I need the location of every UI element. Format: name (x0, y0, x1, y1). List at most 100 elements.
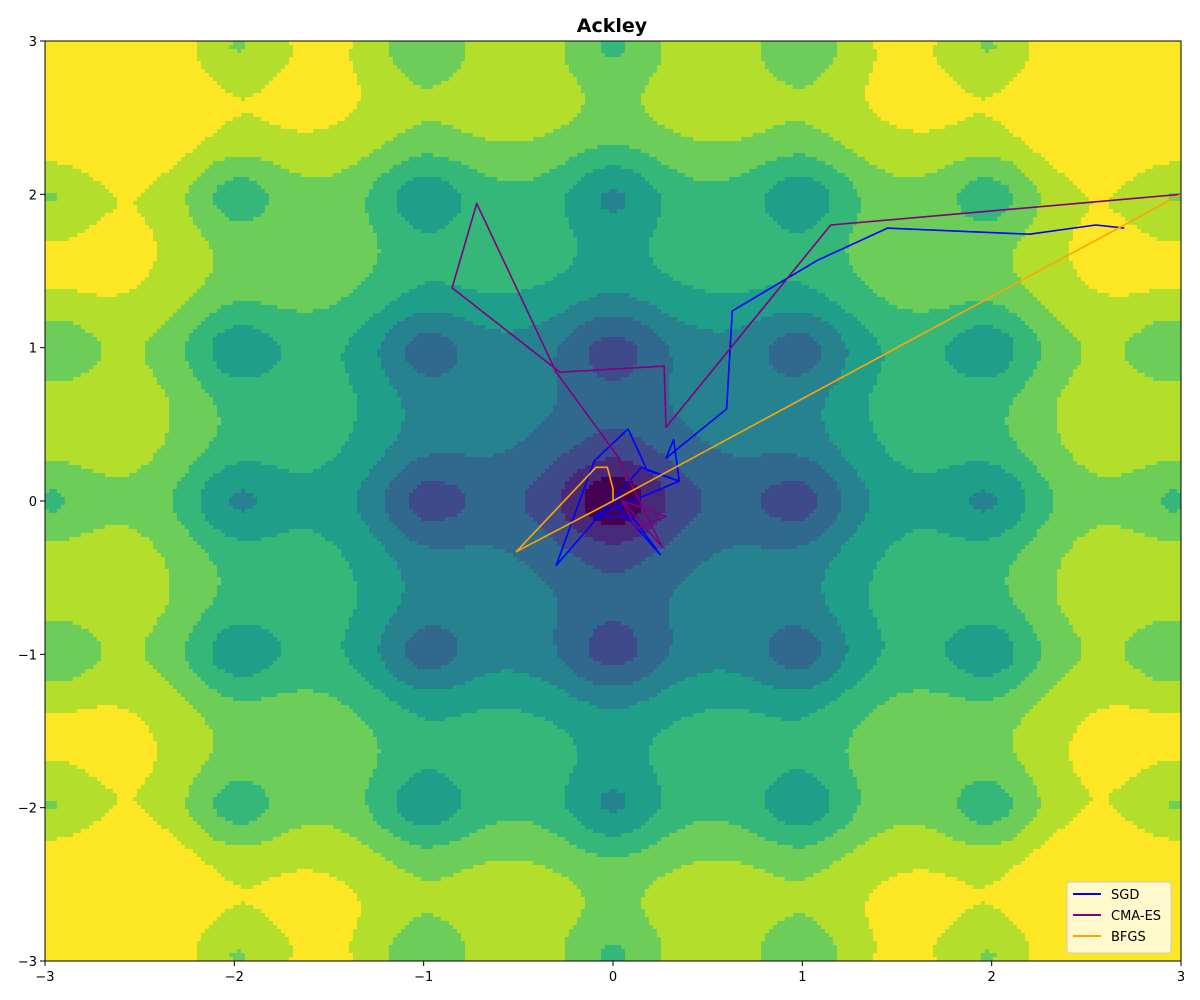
contour-cell (1169, 837, 1181, 841)
contour-cell (357, 77, 409, 81)
contour-cell (405, 533, 549, 537)
contour-cell (761, 317, 821, 321)
contour-cell (457, 353, 557, 357)
contour-cell (585, 905, 641, 909)
contour-cell (1001, 329, 1033, 333)
contour-cell (1137, 225, 1181, 229)
contour-cell (533, 569, 601, 573)
contour-cell (397, 805, 461, 809)
contour-cell (461, 933, 569, 937)
contour-cell (825, 837, 869, 841)
contour-cell (293, 49, 349, 53)
contour-cell (449, 817, 577, 821)
contour-cell (261, 301, 337, 305)
contour-cell (833, 861, 1021, 865)
contour-cell (45, 637, 97, 641)
contour-cell (1017, 685, 1053, 689)
contour-cell (641, 497, 665, 501)
contour-cell (593, 433, 633, 437)
contour-cell (821, 73, 869, 77)
contour-cell (353, 569, 401, 573)
contour-cell (553, 637, 589, 641)
contour-cell (657, 549, 721, 553)
contour-cell (801, 625, 841, 629)
contour-cell (361, 513, 389, 517)
contour-cell (241, 49, 293, 53)
contour-cell (657, 449, 721, 453)
contour-cell (981, 901, 985, 905)
contour-cell (161, 325, 197, 329)
contour-cell (665, 497, 701, 501)
contour-cell (945, 873, 1005, 877)
contour-cell (373, 685, 413, 689)
contour-cell (157, 253, 213, 257)
series-line-cma-es (451, 193, 1182, 548)
contour-cell (953, 161, 1013, 165)
contour-cell (649, 745, 849, 749)
contour-cell (517, 557, 581, 561)
contour-cell (405, 181, 449, 185)
contour-cell (45, 473, 105, 477)
contour-cell (233, 957, 245, 961)
contour-cell (253, 217, 369, 221)
contour-cell (1161, 501, 1181, 505)
contour-cell (45, 709, 77, 713)
contour-cell (541, 577, 685, 581)
contour-cell (665, 501, 701, 505)
contour-cell (821, 413, 869, 417)
contour-cell (201, 285, 357, 289)
contour-cell (413, 773, 445, 777)
contour-cell (845, 641, 885, 645)
contour-cell (1069, 757, 1181, 761)
contour-cell (629, 625, 669, 629)
contour-cell (457, 349, 557, 353)
contour-cell (45, 861, 205, 865)
contour-cell (521, 289, 705, 293)
contour-cell (997, 217, 1033, 221)
contour-cell (837, 697, 889, 701)
contour-cell (1113, 193, 1169, 197)
contour-cell (733, 453, 761, 457)
contour-cell (421, 85, 433, 89)
contour-cell (1129, 637, 1181, 641)
contour-cell (1121, 473, 1181, 477)
contour-cell (357, 593, 401, 597)
contour-cell (193, 369, 221, 373)
contour-cell (89, 173, 161, 177)
contour-cell (781, 225, 813, 229)
contour-cell (1045, 841, 1181, 845)
contour-cell (949, 73, 1017, 77)
contour-cell (973, 325, 993, 329)
contour-cell (861, 521, 1017, 525)
contour-cell (593, 537, 633, 541)
contour-cell (937, 57, 1029, 61)
contour-cell (1125, 641, 1181, 645)
contour-cell (45, 53, 197, 57)
contour-cell (1025, 617, 1069, 621)
contour-cell (73, 833, 173, 837)
contour-cell (885, 641, 945, 645)
contour-cell (661, 201, 765, 205)
contour-cell (605, 541, 621, 545)
contour-cell (937, 61, 1025, 65)
contour-cell (1141, 669, 1181, 673)
contour-cell (193, 293, 349, 297)
contour-cell (685, 677, 753, 681)
contour-cell (1025, 489, 1053, 493)
contour-cell (413, 821, 441, 825)
contour-cell (397, 437, 525, 441)
contour-cell (209, 557, 345, 561)
contour-cell (657, 65, 765, 69)
contour-cell (193, 669, 225, 673)
contour-cell (397, 933, 461, 937)
contour-cell (373, 265, 569, 269)
contour-cell (1005, 305, 1045, 309)
contour-cell (1025, 501, 1053, 505)
contour-cell (549, 317, 593, 321)
contour-cell (973, 905, 993, 909)
contour-cell (45, 937, 201, 941)
contour-cell (813, 509, 841, 513)
contour-cell (985, 949, 989, 953)
contour-cell (849, 233, 1025, 237)
